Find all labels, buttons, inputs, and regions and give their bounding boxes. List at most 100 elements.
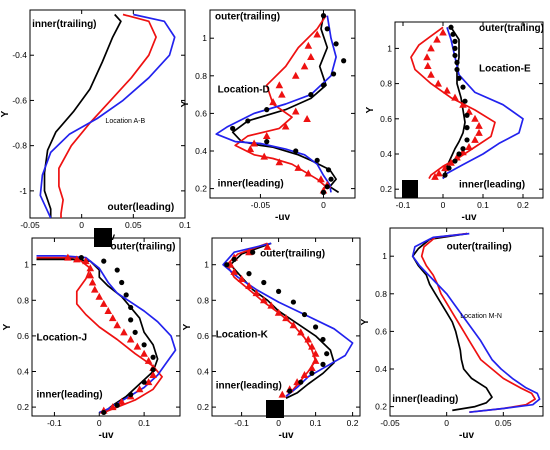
triangle-marker	[82, 257, 90, 265]
panel-location-k: -0.1 0 0.1 0.2 0.2 0.4 0.6 0.8 1 -uv Youter(traili…	[182, 237, 361, 441]
annotation-label: Location-D	[218, 85, 270, 96]
series-line-red	[410, 26, 496, 180]
annotation-label: outer(trailing)	[479, 23, 544, 34]
triangle-marker	[300, 62, 309, 70]
triangle-marker	[313, 30, 321, 38]
dot-marker	[452, 38, 458, 44]
triangle-marker	[434, 79, 442, 87]
dot-marker	[114, 267, 120, 273]
y-axis-label: Y	[182, 323, 193, 330]
triangle-marker	[269, 98, 277, 106]
plot-area	[215, 13, 347, 195]
triangle-marker	[423, 53, 431, 61]
triangle-marker	[303, 115, 311, 123]
triangle-marker	[427, 70, 435, 78]
x-axis-label: -uv	[459, 430, 474, 441]
x-axis-label: -uv	[279, 430, 294, 441]
annotation-label: outer(trailing)	[260, 249, 325, 260]
x-tick-label: -0.1	[396, 200, 411, 210]
triangle-marker	[104, 306, 113, 314]
plot-area	[410, 24, 524, 180]
x-tick-label: -0.1	[234, 418, 249, 428]
dot-marker	[78, 254, 84, 261]
x-tick-label: 0.1	[138, 418, 150, 428]
triangle-marker	[435, 169, 443, 177]
dot-marker	[250, 249, 256, 255]
dot-marker	[454, 59, 460, 66]
panel-location-j: -0.1 0 0.1 0.2 0.4 0.6 0.8 1 -uv Youter(trailing)…	[2, 237, 181, 441]
triangle-marker	[431, 172, 439, 180]
probe-marker-location-e	[402, 180, 418, 198]
x-tick-label: 0	[321, 200, 326, 210]
dot-marker	[314, 157, 320, 163]
dot-marker	[287, 388, 293, 394]
dot-marker	[324, 351, 330, 357]
dot-marker	[456, 151, 462, 157]
triangle-marker	[64, 253, 72, 261]
x-tick-label: 0.05	[125, 220, 142, 230]
triangle-marker	[144, 378, 153, 386]
dot-marker	[141, 342, 147, 348]
dot-marker	[119, 279, 125, 286]
y-tick-label: 0.8	[17, 295, 29, 305]
plot-area	[39, 13, 176, 218]
y-tick-label: 0.6	[375, 326, 387, 336]
dot-marker	[324, 184, 330, 190]
triangle-marker	[443, 86, 451, 94]
dot-marker	[101, 409, 107, 416]
triangle-marker	[475, 128, 483, 136]
triangle-marker	[281, 122, 290, 130]
triangle-marker	[120, 328, 128, 336]
x-tick-label: 0.2	[347, 418, 359, 428]
triangle-marker	[459, 100, 467, 108]
triangle-marker	[278, 390, 287, 398]
triangle-marker	[294, 163, 303, 171]
y-tick-label: 1	[387, 43, 392, 53]
dot-marker	[141, 379, 147, 385]
series-line-black	[411, 232, 493, 412]
triangle-marker	[308, 342, 316, 350]
series-line-blue	[411, 232, 541, 414]
triangle-marker	[274, 308, 283, 316]
dot-marker	[452, 158, 458, 164]
dot-marker	[264, 139, 270, 145]
x-tick-label: -0.1	[47, 418, 62, 428]
annotation-label: outer(trailing)	[447, 242, 512, 253]
y-tick-label: -0.4	[12, 50, 27, 60]
y-tick-label: 1	[204, 260, 209, 270]
dot-marker	[320, 189, 327, 195]
dot-marker	[114, 402, 120, 408]
y-tick-label: 1	[24, 260, 29, 270]
series-line-blue	[215, 15, 337, 193]
y-axis-label: Y	[0, 110, 11, 117]
triangle-marker	[451, 93, 459, 101]
triangle-marker	[275, 158, 284, 166]
y-axis-label: Y	[2, 323, 13, 330]
triangle-marker	[246, 145, 255, 153]
triangle-marker	[267, 301, 275, 309]
y-tick-label: 0.2	[197, 402, 209, 412]
dot-marker	[460, 146, 466, 152]
y-tick-label: -1	[19, 186, 27, 196]
dot-marker	[290, 299, 296, 305]
plot-area	[36, 253, 177, 416]
dot-marker	[150, 367, 156, 373]
dot-marker	[123, 292, 129, 298]
y-tick-label: 1	[202, 33, 207, 43]
series-line-blue	[39, 13, 176, 218]
x-tick-label: 0	[276, 418, 281, 428]
plot-area	[411, 232, 541, 414]
series-line-red	[420, 232, 536, 414]
y-tick-label: -0.6	[12, 95, 27, 105]
dot-marker	[464, 125, 470, 131]
x-tick-label: 0.2	[517, 200, 529, 210]
dot-marker	[230, 125, 236, 132]
plot-frame	[209, 9, 356, 199]
triangle-marker	[117, 397, 126, 405]
triangle-marker	[99, 299, 108, 307]
y-tick-label: 0.4	[375, 364, 387, 374]
triangle-marker	[447, 158, 455, 166]
triangle-marker	[263, 242, 272, 250]
x-axis-label: -uv	[99, 430, 114, 441]
